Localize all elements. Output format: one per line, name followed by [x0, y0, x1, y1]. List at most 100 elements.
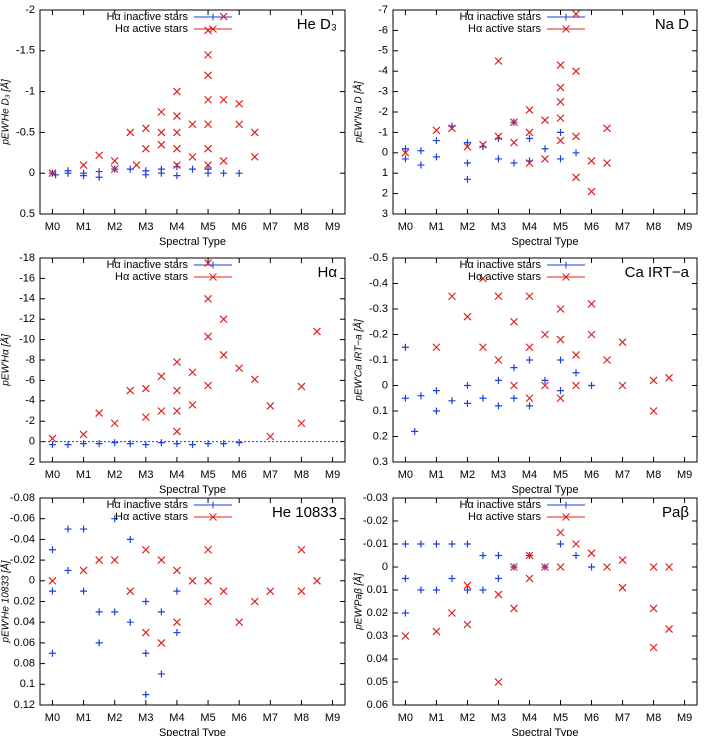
- data-point: [448, 292, 456, 301]
- data-point: [665, 373, 674, 382]
- data-point: [463, 159, 471, 167]
- data-point: [494, 132, 503, 141]
- data-point: [189, 165, 196, 173]
- x-tick-label: M8: [646, 712, 661, 724]
- data-point: [572, 149, 580, 157]
- y-tick-label: -3: [378, 86, 388, 98]
- x-tick-label: M2: [460, 712, 475, 724]
- x-tick-label: M0: [45, 712, 60, 724]
- data-point: [432, 627, 441, 636]
- x-tick-label: M8: [294, 221, 309, 233]
- data-point: [401, 575, 409, 582]
- data-point: [587, 330, 596, 339]
- data-point: [173, 144, 181, 153]
- data-point: [250, 152, 259, 161]
- x-tick-label: M6: [584, 469, 599, 481]
- data-point: [95, 151, 104, 160]
- data-point: [173, 407, 181, 415]
- data-point: [126, 440, 134, 448]
- y-tick-label: 0.03: [367, 630, 388, 642]
- data-point: [204, 332, 212, 341]
- data-point: [572, 552, 580, 559]
- data-point: [141, 384, 150, 393]
- x-tick-label: M4: [522, 469, 537, 481]
- data-point: [494, 57, 503, 65]
- data-point: [557, 155, 565, 163]
- data-point: [510, 364, 518, 372]
- y-tick-label: -0.3: [369, 303, 388, 315]
- data-point: [557, 356, 565, 364]
- data-point: [401, 609, 409, 617]
- legend-label: Hα active stars: [115, 511, 188, 523]
- x-tick-label: M3: [138, 469, 153, 481]
- data-point: [588, 563, 596, 571]
- x-tick-label: M9: [677, 712, 692, 724]
- y-tick-label: 0.3: [373, 456, 388, 468]
- data-point: [541, 330, 549, 339]
- y-tick-label: 0.06: [367, 699, 388, 711]
- data-point: [463, 139, 471, 147]
- data-point: [649, 604, 658, 613]
- data-point: [525, 551, 534, 560]
- panel-title: Ca IRT−a: [625, 264, 690, 281]
- data-point: [401, 540, 409, 548]
- data-point: [52, 171, 60, 179]
- data-point: [204, 440, 212, 448]
- y-tick-label: -16: [19, 272, 35, 284]
- data-point: [173, 566, 181, 575]
- data-point: [556, 305, 565, 313]
- data-point: [665, 625, 674, 634]
- data-point: [463, 586, 471, 594]
- x-axis-label: Spectral Type: [159, 484, 226, 496]
- y-tick-label: 0: [29, 575, 35, 587]
- data-point: [587, 299, 596, 308]
- x-tick-label: M9: [677, 221, 692, 233]
- x-tick-label: M8: [294, 712, 309, 724]
- data-point: [235, 364, 244, 373]
- data-point: [401, 394, 409, 402]
- legend-marker: [209, 25, 217, 33]
- y-tick-label: 0.01: [367, 584, 388, 596]
- x-tick-label: M2: [107, 712, 122, 724]
- x-tick-label: M8: [294, 469, 309, 481]
- data-point: [141, 144, 150, 153]
- data-point: [525, 135, 533, 143]
- data-point: [525, 128, 534, 137]
- legend-marker: [562, 25, 570, 33]
- data-point: [95, 608, 103, 616]
- data-point: [603, 124, 611, 133]
- y-tick-label: 2: [29, 456, 35, 468]
- data-point: [250, 375, 259, 384]
- data-point: [173, 161, 181, 169]
- x-tick-label: M5: [553, 712, 568, 724]
- data-point: [204, 294, 212, 303]
- data-point: [204, 50, 212, 59]
- data-point: [48, 546, 56, 554]
- plot-frame: [392, 257, 698, 463]
- data-point: [510, 604, 518, 613]
- data-point: [494, 590, 503, 599]
- data-point: [494, 292, 503, 301]
- data-point: [557, 128, 565, 136]
- data-point: [79, 161, 88, 169]
- data-point: [157, 670, 165, 678]
- data-point: [126, 618, 134, 626]
- data-point: [126, 535, 134, 543]
- data-point: [432, 586, 440, 594]
- data-point: [494, 575, 502, 582]
- data-point: [48, 434, 57, 443]
- data-point: [572, 173, 580, 182]
- x-tick-label: M3: [491, 712, 506, 724]
- y-tick-label: 1: [382, 167, 388, 179]
- data-point: [618, 556, 627, 565]
- y-tick-label: -7: [378, 4, 388, 16]
- data-point: [510, 394, 518, 402]
- data-point: [494, 678, 503, 686]
- x-tick-label: M5: [200, 221, 215, 233]
- data-point: [157, 407, 166, 415]
- y-tick-label: -0.02: [363, 515, 388, 527]
- data-point: [95, 173, 103, 181]
- data-point: [417, 392, 425, 400]
- x-tick-label: M3: [491, 469, 506, 481]
- data-point: [173, 618, 181, 627]
